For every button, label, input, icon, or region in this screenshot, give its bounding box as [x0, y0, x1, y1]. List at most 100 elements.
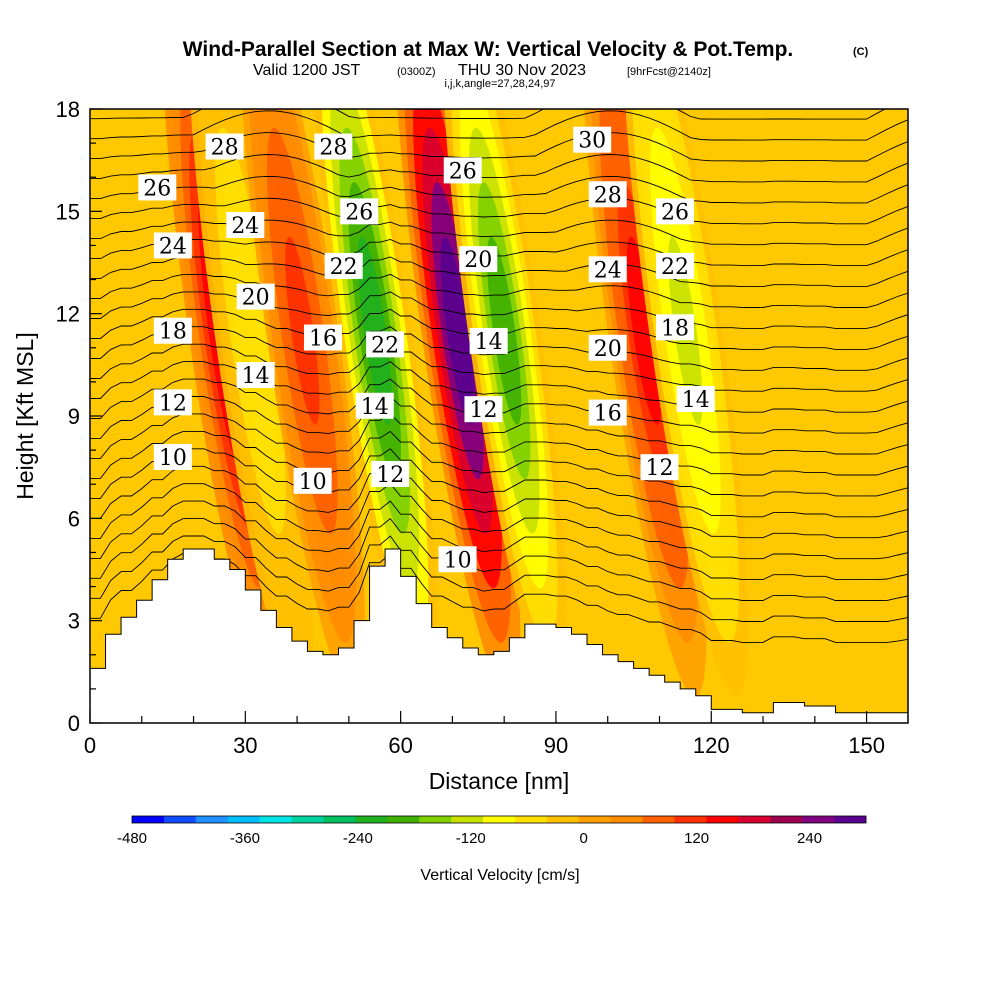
theta-contour [90, 154, 908, 183]
colorbar-swatch [195, 816, 229, 823]
colorbar-swatch [323, 816, 356, 823]
contour-label: 30 [573, 126, 612, 154]
theta-contour [90, 448, 908, 518]
colorbar-swatch [451, 816, 484, 823]
contour-label-box [340, 198, 379, 225]
contour-label-box [355, 392, 394, 419]
contour-label-box [293, 467, 332, 494]
contour-label: 20 [588, 334, 627, 362]
theta-contour [90, 197, 908, 225]
contour-label: 22 [324, 252, 363, 280]
contour-label-text: 12 [376, 463, 404, 488]
theta-contour [90, 361, 908, 413]
contour-label-box [366, 331, 405, 358]
terrain-mask [90, 548, 908, 723]
x-axis-tick-label: 150 [848, 733, 885, 758]
y-axis-tick-label: 6 [68, 506, 80, 531]
theta-contour [90, 517, 908, 601]
contour-label-box [588, 256, 627, 283]
colorbar-label: Vertical Velocity [cm/s] [420, 867, 579, 884]
y-axis-tick-label: 0 [68, 711, 80, 736]
contour-label-text: 26 [449, 159, 477, 184]
contour-label-box [226, 211, 265, 238]
x-axis-tick-label: 60 [388, 733, 412, 758]
y-axis-tick-label: 15 [56, 199, 80, 224]
contour-label: 28 [314, 133, 353, 161]
contour-label: 26 [656, 198, 695, 225]
contour-label-text: 14 [361, 395, 389, 420]
y-axis-label: Height [Kft MSL] [12, 332, 38, 499]
contour-label: 26 [340, 198, 379, 225]
valid-date: THU 30 Nov 2023 [458, 62, 586, 79]
contour-label: 28 [588, 181, 627, 208]
colorbar-swatch [802, 816, 835, 823]
colorbar-frame [131, 815, 867, 824]
colorbar-swatch [387, 816, 420, 823]
contour-label: 20 [459, 246, 498, 273]
contour-label-box [573, 126, 612, 153]
contour-label-box [153, 317, 192, 344]
forecast-label: [9hrFcst@2140z] [627, 66, 711, 78]
contour-label-box [153, 443, 192, 470]
contour-label-text: 28 [211, 136, 239, 161]
colorbar-swatch [259, 816, 292, 823]
colorbar-swatch [706, 816, 739, 823]
contour-label-box [588, 399, 627, 426]
contour-label-text: 22 [661, 255, 689, 280]
colorbar-swatch [483, 816, 516, 823]
contour-label-box [656, 198, 695, 225]
contour-label-text: 14 [475, 330, 503, 355]
contour-label-text: 12 [645, 456, 673, 481]
theta-contour [90, 483, 908, 560]
contour-label-text: 20 [242, 286, 270, 311]
velocity-band-7 [581, 109, 707, 698]
contour-label-box [236, 362, 275, 389]
contour-label-text: 30 [578, 129, 606, 154]
contour-label: 24 [226, 211, 265, 239]
velocity-contour-level [626, 236, 662, 425]
contour-label-text: 16 [594, 402, 622, 427]
y-axis-tick-label: 9 [68, 404, 80, 429]
theta-contour [90, 395, 908, 455]
contour-label: 12 [464, 396, 503, 423]
x-axis-tick-label: 30 [233, 733, 257, 758]
colorbar-swatch [227, 816, 260, 823]
contour-label-text: 28 [319, 136, 347, 161]
x-axis: 0 30 60 90 120 150 [84, 711, 885, 758]
theta-contour [90, 256, 908, 288]
theta-contour [90, 465, 908, 539]
colorbar-swatch [642, 816, 675, 823]
colorbar-swatch [610, 816, 643, 823]
contour-label-box [459, 246, 498, 273]
contour-label-text: 26 [661, 200, 689, 225]
contour-label-text: 16 [309, 327, 337, 352]
contour-label: 14 [469, 327, 508, 355]
velocity-band-5 [394, 109, 521, 698]
contour-label-text: 22 [330, 255, 358, 280]
colorbar-tick-label: 120 [684, 830, 709, 847]
contour-label-text: 26 [143, 176, 171, 201]
contour-label: 22 [366, 331, 405, 358]
colorbar-swatch [770, 816, 803, 823]
colorbar-swatch [514, 816, 548, 823]
colorbar-swatch [674, 816, 707, 823]
colorbar-swatch [419, 816, 452, 823]
colorbar-swatch [578, 816, 611, 823]
contour-label-box [138, 174, 177, 201]
theta-contour [90, 326, 908, 371]
contour-label: 14 [236, 362, 275, 389]
contour-label: 26 [443, 157, 482, 184]
theta-contour [90, 239, 908, 267]
x-axis-label: Distance [nm] [429, 768, 570, 794]
contour-label-box [153, 389, 192, 416]
contour-label-box [588, 181, 627, 208]
contour-label-text: 10 [299, 470, 327, 495]
theta-contour [90, 273, 908, 308]
contour-label-text: 10 [159, 446, 187, 471]
contour-label-text: 20 [594, 337, 622, 362]
contour-label: 24 [588, 256, 627, 283]
theta-contour [90, 430, 908, 497]
contour-label-text: 24 [231, 214, 259, 239]
contour-label-box [588, 334, 627, 361]
